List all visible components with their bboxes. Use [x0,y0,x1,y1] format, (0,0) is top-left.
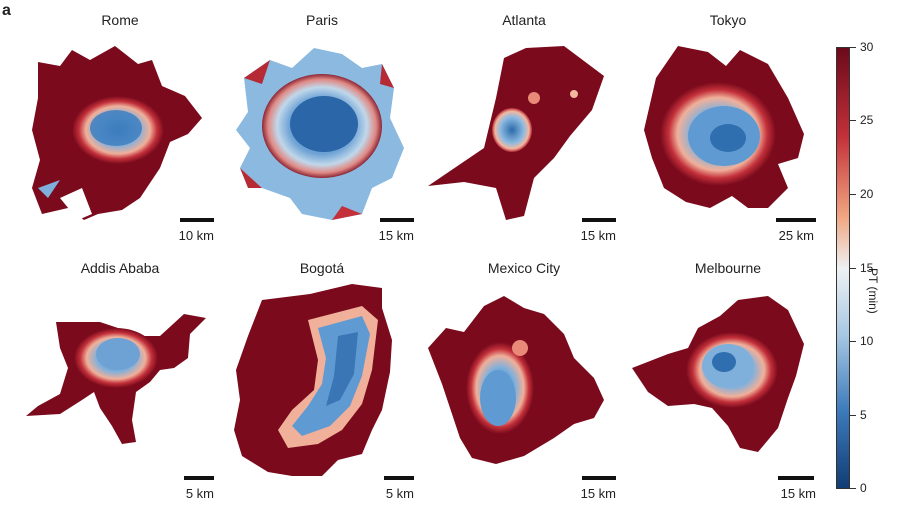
colorbar-tick [850,268,856,269]
city-map [32,46,202,220]
colorbar-tick [850,415,856,416]
city-panel-tokyo: Tokyo 25 km [628,0,828,250]
colorbar-tick-label: 25 [860,113,874,127]
city-map [26,314,206,444]
scale-label: 10 km [178,228,214,243]
scale-label: 5 km [385,486,414,501]
scale-bar [778,476,814,480]
city-title: Atlanta [502,12,546,28]
colorbar [836,47,850,489]
city-title: Mexico City [487,260,561,276]
scale-label: 25 km [778,228,814,243]
scale-bar [582,476,616,480]
colorbar-tick-label: 15 [860,261,874,275]
colorbar-tick-label: 5 [860,408,867,422]
colorbar-tick [850,341,856,342]
city-title: Paris [306,12,338,28]
city-map [236,48,404,220]
city-panel-bogota: Bogotá 5 km [222,252,422,502]
city-title: Bogotá [299,260,345,276]
city-map [234,284,392,476]
city-panel-paris: Paris 15 km [222,0,422,250]
scale-bar [384,476,414,480]
city-panel-mexico-city: Mexico City 15 km [424,252,624,502]
scale-label: 15 km [580,228,616,243]
city-title: Melbourne [694,260,762,276]
colorbar-tick-label: 10 [860,334,874,348]
scale-bar [380,218,414,222]
city-title: Addis Ababa [80,260,160,276]
colorbar-tick [850,120,856,121]
colorbar-tick-label: 30 [860,40,874,54]
city-panel-melbourne: Melbourne 15 km [628,252,828,502]
scale-bar [184,476,214,480]
colorbar-tick [850,47,856,48]
panel-letter: a [2,2,11,19]
colorbar-tick-label: 20 [860,187,874,201]
colorbar-tick [850,194,856,195]
scale-label: 15 km [378,228,414,243]
scale-bar [180,218,214,222]
city-map [644,46,804,208]
scale-label: 5 km [185,486,214,501]
colorbar-tick [850,488,856,489]
city-title: Tokyo [709,12,747,28]
city-map [428,46,604,220]
scale-label: 15 km [580,486,616,501]
city-map [428,296,604,464]
city-panel-rome: Rome 10 km [20,0,220,250]
scale-label: 15 km [780,486,816,501]
colorbar-title: PT (min) [866,268,880,314]
scale-bar [776,218,816,222]
city-map [632,296,804,452]
scale-bar [582,218,616,222]
city-panel-addis-ababa: Addis Ababa 5 km [20,252,220,502]
city-panel-atlanta: Atlanta 15 km [424,0,624,250]
colorbar-tick-label: 0 [860,481,867,495]
city-title: Rome [101,12,139,28]
